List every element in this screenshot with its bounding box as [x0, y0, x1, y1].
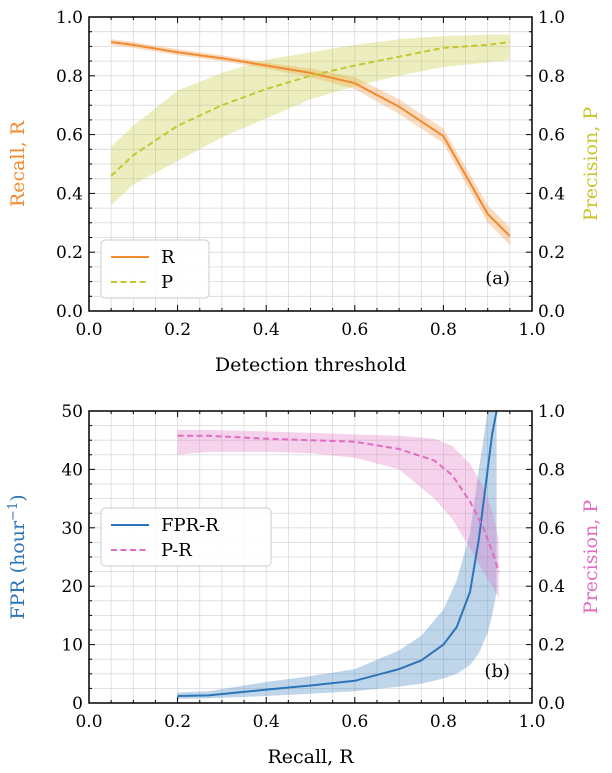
legend-label: FPR-R	[161, 515, 219, 536]
legend-label: P-R	[161, 540, 192, 561]
y-right-tick-label: 0.8	[538, 460, 565, 480]
x-tick-label: 1.0	[518, 320, 545, 340]
y-right-tick-label: 0.0	[538, 302, 565, 322]
x-tick-label: 0.8	[430, 712, 457, 732]
y-left-tick-label: 40	[61, 460, 83, 480]
y-right-tick-label: 0.2	[538, 636, 565, 656]
x-tick-label: 0.0	[75, 320, 102, 340]
y-left-tick-label: 0.4	[56, 184, 83, 204]
x-tick-label: 1.0	[518, 712, 545, 732]
plot-area	[110, 34, 511, 245]
x-axis-label: Recall, R	[267, 746, 354, 768]
y-left-tick-label: 10	[61, 636, 83, 656]
series-line-fpr-r	[177, 411, 498, 697]
y-right-tick-label: 0.6	[538, 519, 565, 539]
x-tick-label: 0.2	[164, 320, 191, 340]
ticks	[88, 410, 533, 704]
x-tick-label: 0.2	[164, 712, 191, 732]
y-left-axis-label: FPR (hour−1)	[6, 494, 29, 619]
x-tick-label: 0.8	[430, 320, 457, 340]
legend-box	[100, 507, 272, 567]
y-right-tick-label: 0.6	[538, 126, 565, 146]
y-right-tick-label: 1.0	[538, 402, 565, 422]
y-left-tick-label: 50	[61, 402, 83, 422]
legend-label: R	[161, 247, 175, 268]
legend-box	[100, 239, 210, 299]
x-tick-label: 0.4	[253, 320, 280, 340]
band-p-r	[177, 430, 499, 598]
y-left-tick-label: 30	[61, 519, 83, 539]
y-right-axis-label: Precision, P	[580, 500, 602, 614]
plot-area	[177, 411, 500, 699]
panel-a: 0.0 0.2 0.4 0.6 0.8 1.00.00.20.40.60.81.00.00…	[7, 8, 602, 376]
y-left-axis-label: Recall, R	[7, 120, 29, 207]
x-tick-label: 0.6	[341, 320, 368, 340]
y-left-tick-label: 0.6	[56, 126, 83, 146]
series-line-p-r	[177, 434, 500, 572]
y-right-tick-label: 0.4	[538, 577, 565, 597]
ticks	[88, 16, 533, 312]
y-right-axis-label: Precision, P	[580, 107, 602, 221]
y-right-tick-label: 0.0	[538, 694, 565, 714]
y-left-tick-label: 20	[61, 577, 83, 597]
y-left-tick-label: 1.0	[56, 8, 83, 28]
panel-label: (b)	[484, 661, 510, 682]
panel-b: 0.0 0.2 0.4 0.6 0.8 1.0 0 10 20 30 40 50 0.0 0.2 0.4 0.…	[6, 402, 602, 768]
x-tick-label: 0.4	[253, 712, 280, 732]
x-tick-label: 0.0	[75, 712, 102, 732]
y-left-tick-label: 0.8	[56, 67, 83, 87]
legend: RP	[100, 239, 210, 299]
series-line-r	[111, 41, 511, 237]
series-line-p	[110, 41, 510, 177]
y-left-tick-label: 0.2	[56, 243, 83, 263]
y-left-tick-label: 0.0	[56, 302, 83, 322]
y-right-tick-label: 0.8	[538, 67, 565, 87]
y-left-tick-label: 0	[72, 694, 83, 714]
panel-label: (a)	[485, 268, 510, 289]
y-right-tick-label: 1.0	[538, 8, 565, 28]
x-axis-label: Detection threshold	[215, 354, 406, 376]
y-right-tick-label: 0.4	[538, 184, 565, 204]
grid	[89, 411, 532, 703]
legend: FPR-R P-R	[100, 507, 272, 567]
x-tick-label: 0.6	[341, 712, 368, 732]
y-right-tick-label: 0.2	[538, 243, 565, 263]
legend-label: P	[161, 272, 173, 293]
